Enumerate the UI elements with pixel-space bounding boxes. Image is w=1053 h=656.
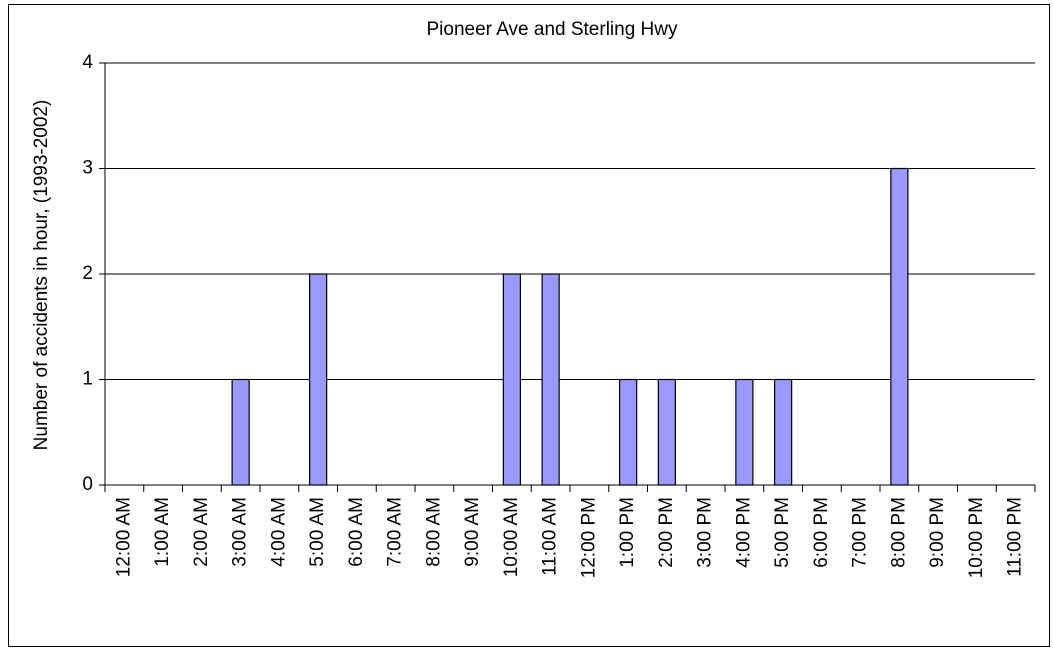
- y-tick-label: 3: [82, 158, 93, 179]
- x-tick-label: 1:00 AM: [152, 497, 173, 567]
- x-tick-label: 9:00 PM: [927, 497, 948, 568]
- y-tick-label: 2: [82, 263, 93, 284]
- x-tick-label: 11:00 AM: [540, 497, 561, 576]
- x-tick-label: 8:00 AM: [423, 497, 444, 567]
- bar: [309, 273, 328, 486]
- y-axis-label: Number of accidents in hour, (1993-2002): [31, 100, 52, 451]
- x-tick-label: 7:00 PM: [850, 497, 871, 568]
- x-tick-label: 10:00 AM: [501, 497, 522, 577]
- chart-frame: [8, 4, 1050, 647]
- x-tick-label: 6:00 AM: [346, 497, 367, 567]
- x-tick-label: 5:00 PM: [772, 497, 793, 568]
- x-tick-label: 8:00 PM: [888, 497, 909, 568]
- bar: [618, 378, 638, 486]
- bar: [657, 378, 676, 486]
- x-tick-label: 6:00 PM: [811, 497, 832, 568]
- bar: [773, 378, 793, 486]
- bar: [231, 378, 250, 486]
- x-tick-label: 12:00 PM: [578, 497, 599, 578]
- y-tick-label: 0: [82, 474, 93, 495]
- x-tick-label: 1:00 PM: [617, 497, 638, 568]
- x-tick-label: 3:00 AM: [230, 497, 251, 567]
- y-tick-label: 4: [82, 52, 93, 73]
- x-tick-label: 7:00 AM: [385, 497, 406, 567]
- x-tick-label: 4:00 AM: [268, 497, 289, 567]
- bar: [541, 273, 560, 486]
- x-tick-label: 11:00 PM: [1005, 497, 1026, 577]
- chart-title: Pioneer Ave and Sterling Hwy: [426, 19, 678, 40]
- x-tick-label: 3:00 PM: [695, 497, 716, 568]
- x-tick-label: 12:00 AM: [113, 497, 134, 577]
- x-tick-label: 2:00 AM: [191, 497, 212, 567]
- x-tick-label: 4:00 PM: [733, 497, 754, 568]
- bar: [735, 378, 754, 486]
- x-tick-label: 2:00 PM: [656, 497, 677, 568]
- bar: [890, 167, 909, 486]
- x-tick-label: 10:00 PM: [966, 497, 987, 578]
- bar: [502, 273, 522, 486]
- x-tick-label: 9:00 AM: [462, 497, 483, 567]
- x-tick-label: 5:00 AM: [307, 497, 328, 567]
- y-tick-label: 1: [82, 369, 93, 390]
